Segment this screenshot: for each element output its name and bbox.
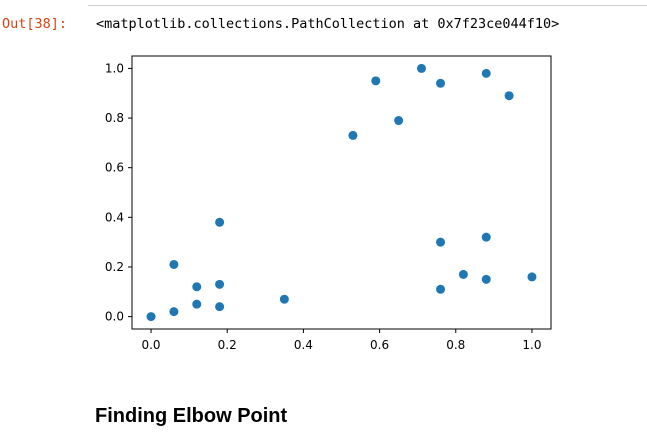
scatter-point	[371, 76, 381, 86]
scatter-point	[416, 63, 426, 73]
scatter-point	[279, 294, 289, 304]
scatter-point	[146, 312, 156, 322]
scatter-point	[215, 302, 225, 312]
plot-frame	[131, 55, 552, 330]
output-prompt: Out[38]:	[2, 16, 68, 32]
y-tick-label: 1.0	[105, 61, 124, 75]
scatter-point	[436, 237, 446, 247]
x-tick-label: 0.6	[370, 338, 389, 352]
x-tick-label: 0.8	[446, 338, 465, 352]
y-tick-label: 0.8	[105, 111, 124, 125]
y-tick-label: 0.2	[105, 260, 124, 274]
x-tick-label: 0.4	[294, 338, 313, 352]
cell-divider	[88, 0, 647, 6]
x-tick-label: 0.2	[218, 338, 237, 352]
scatter-point	[192, 299, 202, 309]
x-tick-label: 1.0	[522, 338, 541, 352]
output-repr-text: <matplotlib.collections.PathCollection a…	[96, 16, 560, 32]
scatter-point	[348, 130, 358, 140]
scatter-point	[215, 217, 225, 227]
scatter-point	[169, 307, 179, 317]
scatter-plot: 0.0 0.2 0.4 0.6 0.8 1.0 0.0 0.2 0.4 0.6 0.8 1.0	[105, 55, 552, 352]
scatter-point	[504, 91, 514, 101]
scatter-point	[436, 284, 446, 294]
y-tick-label: 0.6	[105, 161, 124, 175]
x-tick-label: 0.0	[141, 338, 160, 352]
scatter-point	[481, 274, 491, 284]
scatter-point	[169, 259, 179, 269]
scatter-point	[527, 272, 537, 282]
scatter-point	[481, 232, 491, 242]
scatter-point	[481, 68, 491, 78]
y-tick-label: 0.4	[105, 210, 124, 224]
scatter-point	[192, 282, 202, 292]
scatter-point	[458, 269, 468, 279]
section-heading: Finding Elbow Point	[95, 405, 288, 427]
scatter-point	[394, 116, 404, 126]
scatter-point	[436, 78, 446, 88]
y-tick-label: 0.0	[105, 310, 124, 324]
scatter-point	[215, 279, 225, 289]
